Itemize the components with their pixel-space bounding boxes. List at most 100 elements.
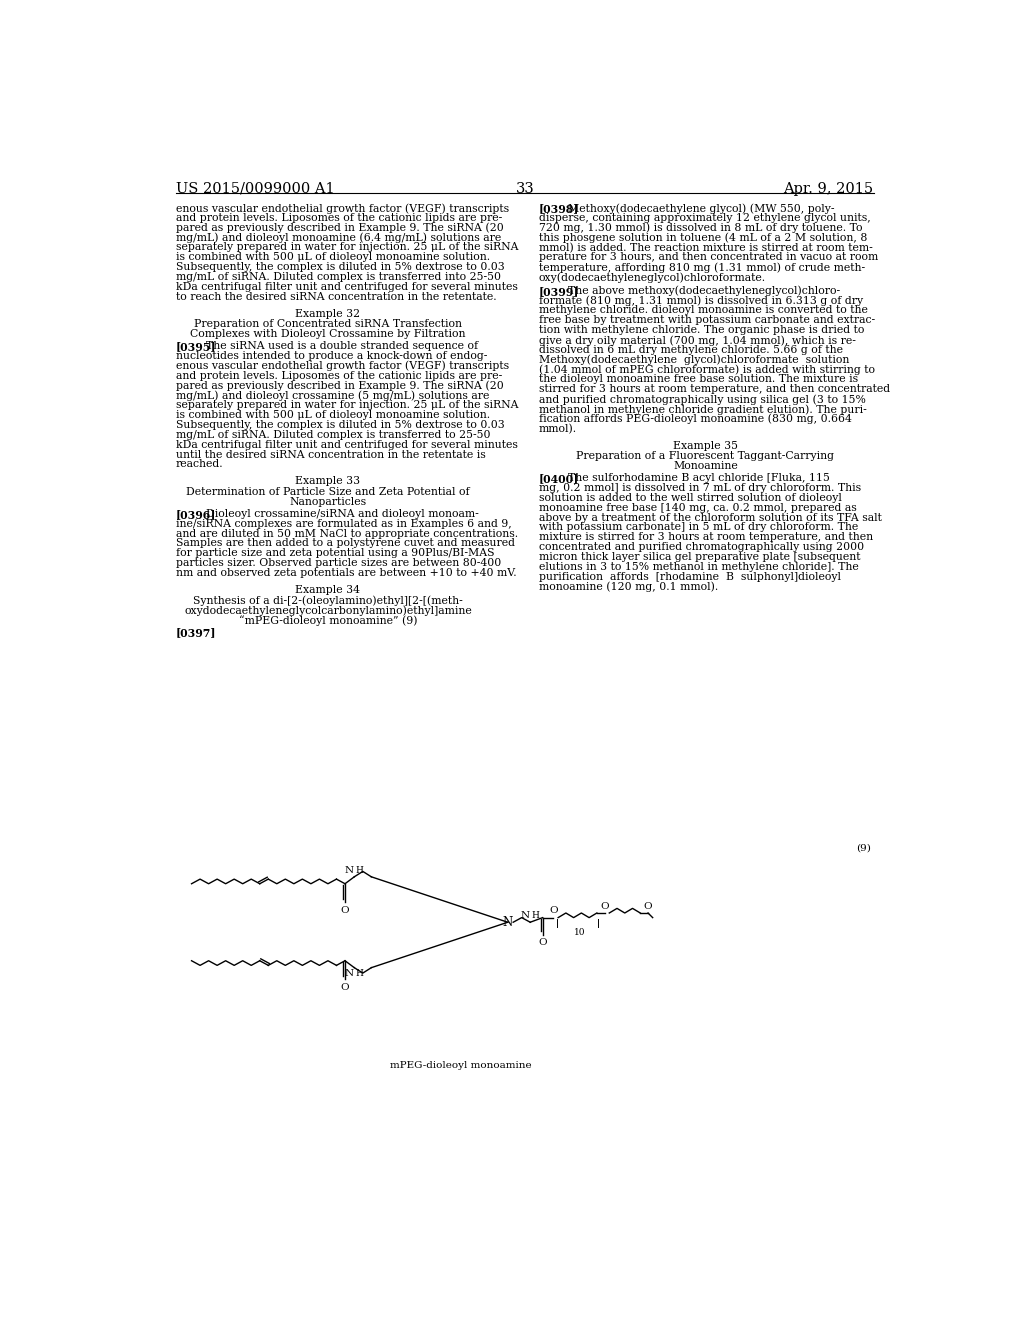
Text: O: O (341, 983, 349, 993)
Text: purification  affords  [rhodamine  B  sulphonyl]dioleoyl: purification affords [rhodamine B sulpho… (539, 572, 841, 582)
Text: methylene chloride. dioleoyl monoamine is converted to the: methylene chloride. dioleoyl monoamine i… (539, 305, 867, 315)
Text: is combined with 500 μL of dioleoyl monoamine solution.: is combined with 500 μL of dioleoyl mono… (176, 252, 490, 263)
Text: N: N (344, 866, 353, 875)
Text: 10: 10 (574, 928, 586, 937)
Text: is combined with 500 μL of dioleoyl monoamine solution.: is combined with 500 μL of dioleoyl mono… (176, 411, 490, 420)
Text: N: N (503, 916, 513, 929)
Text: kDa centrifugal filter unit and centrifuged for several minutes: kDa centrifugal filter unit and centrifu… (176, 282, 518, 292)
Text: [0395]: [0395] (176, 341, 216, 352)
Text: and protein levels. Liposomes of the cationic lipids are pre-: and protein levels. Liposomes of the cat… (176, 213, 503, 223)
Text: tion with methylene chloride. The organic phase is dried to: tion with methylene chloride. The organi… (539, 325, 864, 335)
Text: Subsequently, the complex is diluted in 5% dextrose to 0.03: Subsequently, the complex is diluted in … (176, 263, 505, 272)
Text: Nanoparticles: Nanoparticles (290, 496, 367, 507)
Text: Methoxy(dodecaethylene  glycol)chloroformate  solution: Methoxy(dodecaethylene glycol)chloroform… (539, 355, 849, 366)
Text: kDa centrifugal filter unit and centrifuged for several minutes: kDa centrifugal filter unit and centrifu… (176, 440, 518, 450)
Text: dissolved in 6 mL dry methylene chloride. 5.66 g of the: dissolved in 6 mL dry methylene chloride… (539, 345, 843, 355)
Text: oxy(dodecaethyleneglycol)chloroformate.: oxy(dodecaethyleneglycol)chloroformate. (539, 272, 766, 282)
Text: O: O (600, 902, 609, 911)
Text: with potassium carbonate] in 5 mL of dry chloroform. The: with potassium carbonate] in 5 mL of dry… (539, 523, 858, 532)
Text: Example 34: Example 34 (296, 585, 360, 595)
Text: mPEG-dioleoyl monoamine: mPEG-dioleoyl monoamine (390, 1061, 532, 1069)
Text: monoamine free base [140 mg, ca. 0.2 mmol, prepared as: monoamine free base [140 mg, ca. 0.2 mmo… (539, 503, 856, 512)
Text: Apr. 9, 2015: Apr. 9, 2015 (783, 182, 873, 195)
Text: [0396]: [0396] (176, 510, 216, 520)
Text: and purified chromatographically using silica gel (3 to 15%: and purified chromatographically using s… (539, 395, 865, 405)
Text: (1.04 mmol of mPEG chloroformate) is added with stirring to: (1.04 mmol of mPEG chloroformate) is add… (539, 364, 874, 375)
Text: The above methoxy(dodecaethyleneglycol)chloro-: The above methoxy(dodecaethyleneglycol)c… (568, 285, 841, 296)
Text: perature for 3 hours, and then concentrated in vacuo at room: perature for 3 hours, and then concentra… (539, 252, 878, 263)
Text: mixture is stirred for 3 hours at room temperature, and then: mixture is stirred for 3 hours at room t… (539, 532, 872, 543)
Text: pared as previously described in Example 9. The siRNA (20: pared as previously described in Example… (176, 223, 504, 234)
Text: 720 mg, 1.30 mmol) is dissolved in 8 mL of dry toluene. To: 720 mg, 1.30 mmol) is dissolved in 8 mL … (539, 223, 862, 234)
Text: until the desired siRNA concentration in the retentate is: until the desired siRNA concentration in… (176, 450, 485, 459)
Text: for particle size and zeta potential using a 90Plus/BI-MAS: for particle size and zeta potential usi… (176, 548, 495, 558)
Text: The sulforhodamine B acyl chloride [Fluka, 115: The sulforhodamine B acyl chloride [Fluk… (568, 473, 830, 483)
Text: O: O (539, 939, 547, 948)
Text: “mPEG-dioleoyl monoamine” (9): “mPEG-dioleoyl monoamine” (9) (239, 615, 417, 626)
Text: solution is added to the well stirred solution of dioleoyl: solution is added to the well stirred so… (539, 492, 842, 503)
Text: and protein levels. Liposomes of the cationic lipids are pre-: and protein levels. Liposomes of the cat… (176, 371, 503, 380)
Text: O: O (341, 906, 349, 915)
Text: methanol in methylene chloride gradient elution). The puri-: methanol in methylene chloride gradient … (539, 404, 866, 414)
Text: separately prepared in water for injection. 25 μL of the siRNA: separately prepared in water for injecti… (176, 243, 518, 252)
Text: mg, 0.2 mmol] is dissolved in 7 mL of dry chloroform. This: mg, 0.2 mmol] is dissolved in 7 mL of dr… (539, 483, 861, 494)
Text: [0398]: [0398] (539, 203, 580, 214)
Text: enous vascular endothelial growth factor (VEGF) transcripts: enous vascular endothelial growth factor… (176, 360, 509, 371)
Text: mg/mL) and dioleoyl crossamine (5 mg/mL) solutions are: mg/mL) and dioleoyl crossamine (5 mg/mL)… (176, 391, 489, 401)
Text: mg/mL of siRNA. Diluted complex is transferred into 25-50: mg/mL of siRNA. Diluted complex is trans… (176, 272, 501, 282)
Text: Monoamine: Monoamine (673, 461, 737, 471)
Text: Complexes with Dioleoyl Crossamine by Filtration: Complexes with Dioleoyl Crossamine by Fi… (190, 329, 466, 339)
Text: (9): (9) (856, 843, 871, 853)
Text: Methoxy(dodecaethylene glycol) (MW 550, poly-: Methoxy(dodecaethylene glycol) (MW 550, … (568, 203, 835, 214)
Text: stirred for 3 hours at room temperature, and then concentrated: stirred for 3 hours at room temperature,… (539, 384, 890, 395)
Text: 33: 33 (515, 182, 535, 195)
Text: micron thick layer silica gel preparative plate [subsequent: micron thick layer silica gel preparativ… (539, 552, 860, 562)
Text: give a dry oily material (700 mg, 1.04 mmol), which is re-: give a dry oily material (700 mg, 1.04 m… (539, 335, 856, 346)
Text: concentrated and purified chromatographically using 2000: concentrated and purified chromatographi… (539, 543, 864, 552)
Text: free base by treatment with potassium carbonate and extrac-: free base by treatment with potassium ca… (539, 315, 874, 325)
Text: Example 32: Example 32 (295, 309, 360, 318)
Text: O: O (644, 902, 652, 911)
Text: N: N (344, 969, 353, 978)
Text: Example 33: Example 33 (295, 477, 360, 486)
Text: [0397]: [0397] (176, 627, 216, 639)
Text: nucleotides intended to produce a knock-down of endog-: nucleotides intended to produce a knock-… (176, 351, 487, 362)
Text: temperature, affording 810 mg (1.31 mmol) of crude meth-: temperature, affording 810 mg (1.31 mmol… (539, 263, 865, 273)
Text: reached.: reached. (176, 459, 223, 470)
Text: the dioleoyl monoamine free base solution. The mixture is: the dioleoyl monoamine free base solutio… (539, 375, 858, 384)
Text: mmol).: mmol). (539, 424, 577, 434)
Text: fication affords PEG-dioleoyl monoamine (830 mg, 0.664: fication affords PEG-dioleoyl monoamine … (539, 414, 852, 425)
Text: oxydodecaethyleneglycolcarbonylamino)ethyl]amine: oxydodecaethyleneglycolcarbonylamino)eth… (184, 606, 472, 616)
Text: disperse, containing approximately 12 ethylene glycol units,: disperse, containing approximately 12 et… (539, 213, 870, 223)
Text: mmol) is added. The reaction mixture is stirred at room tem-: mmol) is added. The reaction mixture is … (539, 243, 872, 253)
Text: H: H (531, 911, 539, 920)
Text: [0400]: [0400] (539, 473, 579, 484)
Text: H: H (355, 969, 362, 978)
Text: to reach the desired siRNA concentration in the retentate.: to reach the desired siRNA concentration… (176, 292, 497, 302)
Text: above by a treatment of the chloroform solution of its TFA salt: above by a treatment of the chloroform s… (539, 512, 882, 523)
Text: ine/siRNA complexes are formulated as in Examples 6 and 9,: ine/siRNA complexes are formulated as in… (176, 519, 512, 529)
Text: N: N (520, 911, 529, 920)
Text: mg/mL) and dioleoyl monoamine (6.4 mg/mL) solutions are: mg/mL) and dioleoyl monoamine (6.4 mg/mL… (176, 232, 502, 243)
Text: particles sizer. Observed particle sizes are between 80-400: particles sizer. Observed particle sizes… (176, 558, 502, 568)
Text: this phosgene solution in toluene (4 mL of a 2 M solution, 8: this phosgene solution in toluene (4 mL … (539, 232, 867, 243)
Text: Subsequently, the complex is diluted in 5% dextrose to 0.03: Subsequently, the complex is diluted in … (176, 420, 505, 430)
Text: Determination of Particle Size and Zeta Potential of: Determination of Particle Size and Zeta … (186, 487, 470, 496)
Text: monoamine (120 mg, 0.1 mmol).: monoamine (120 mg, 0.1 mmol). (539, 582, 718, 593)
Text: Example 35: Example 35 (673, 441, 738, 450)
Text: elutions in 3 to 15% methanol in methylene chloride]. The: elutions in 3 to 15% methanol in methyle… (539, 562, 858, 572)
Text: H: H (355, 866, 362, 875)
Text: Dioleoyl crossamine/siRNA and dioleoyl monoam-: Dioleoyl crossamine/siRNA and dioleoyl m… (206, 510, 478, 519)
Text: enous vascular endothelial growth factor (VEGF) transcripts: enous vascular endothelial growth factor… (176, 203, 509, 214)
Text: [0399]: [0399] (539, 285, 580, 297)
Text: Samples are then added to a polystyrene cuvet and measured: Samples are then added to a polystyrene … (176, 539, 515, 549)
Text: pared as previously described in Example 9. The siRNA (20: pared as previously described in Example… (176, 380, 504, 391)
Text: The siRNA used is a double stranded sequence of: The siRNA used is a double stranded sequ… (206, 341, 477, 351)
Text: mg/mL of siRNA. Diluted complex is transferred to 25-50: mg/mL of siRNA. Diluted complex is trans… (176, 430, 490, 440)
Text: US 2015/0099000 A1: US 2015/0099000 A1 (176, 182, 335, 195)
Text: and are diluted in 50 mM NaCl to appropriate concentrations.: and are diluted in 50 mM NaCl to appropr… (176, 528, 518, 539)
Text: Synthesis of a di-[2-(oleoylamino)ethyl][2-[(meth-: Synthesis of a di-[2-(oleoylamino)ethyl]… (194, 595, 463, 606)
Text: nm and observed zeta potentials are between +10 to +40 mV.: nm and observed zeta potentials are betw… (176, 568, 517, 578)
Text: formate (810 mg, 1.31 mmol) is dissolved in 6.313 g of dry: formate (810 mg, 1.31 mmol) is dissolved… (539, 296, 863, 306)
Text: Preparation of a Fluorescent Taggant-Carrying: Preparation of a Fluorescent Taggant-Car… (577, 451, 835, 461)
